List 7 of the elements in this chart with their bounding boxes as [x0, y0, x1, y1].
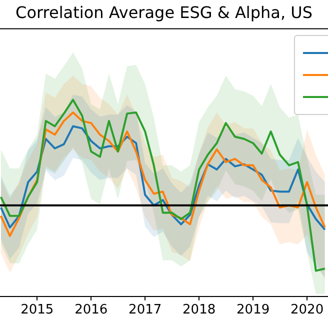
x-tick-label: 2019 — [236, 302, 270, 318]
x-tick-label: 2018 — [182, 302, 216, 318]
x-tick-label: 2015 — [20, 302, 54, 318]
x-tick-label: 2016 — [74, 302, 108, 318]
x-tick-label: 2020 — [290, 302, 324, 318]
chart-title: Correlation Average ESG & Alpha, US — [16, 2, 312, 22]
x-tick-label: 2017 — [128, 302, 162, 318]
